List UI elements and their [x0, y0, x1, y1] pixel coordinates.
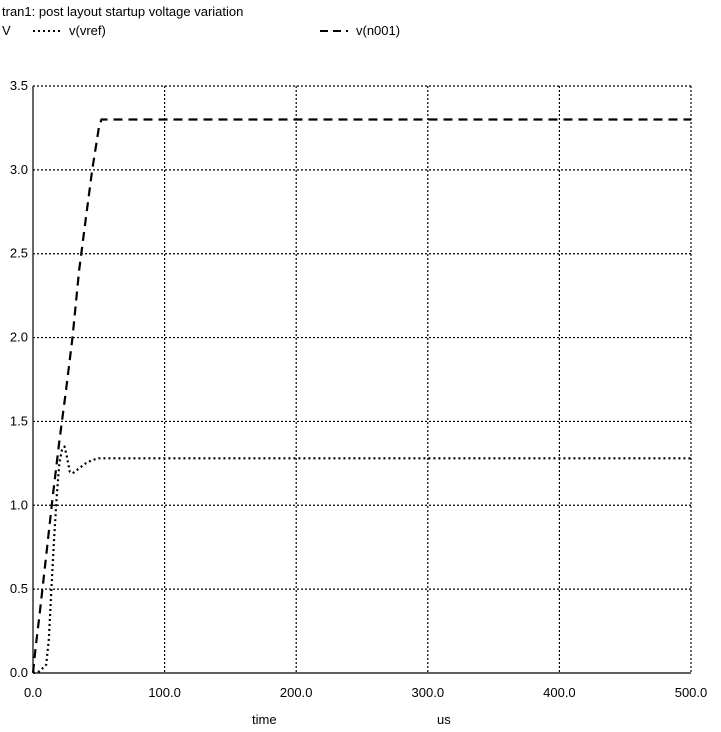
y-tick-label: 1.0 [10, 497, 28, 512]
y-tick-label: 3.5 [10, 78, 28, 93]
series-line-v-n001- [31, 118, 691, 674]
x-tick-label: 400.0 [543, 685, 576, 700]
x-tick-label: 100.0 [148, 685, 181, 700]
y-tick-label: 2.0 [10, 330, 28, 345]
x-axis-label: time [252, 712, 277, 727]
chart-title: tran1: post layout startup voltage varia… [2, 4, 244, 19]
series-line-v-vref- [32, 445, 691, 675]
x-tick-label: 200.0 [280, 685, 313, 700]
y-tick-label: 0.5 [10, 581, 28, 596]
x-tick-label: 0.0 [24, 685, 42, 700]
y-axis-unit: V [2, 23, 11, 38]
x-tick-label: 300.0 [412, 685, 445, 700]
y-tick-label: 3.0 [10, 162, 28, 177]
legend-item-vref: v(vref) [33, 23, 106, 38]
y-tick-label: 1.5 [10, 413, 28, 428]
legend-label-vref: v(vref) [69, 23, 106, 38]
x-axis-unit: us [437, 712, 451, 727]
legend-dashed-line-icon [320, 29, 348, 32]
legend-item-n001: v(n001) [320, 23, 400, 38]
legend-label-n001: v(n001) [356, 23, 401, 38]
y-tick-label: 0.0 [10, 665, 28, 680]
y-tick-label: 2.5 [10, 246, 28, 261]
x-tick-label: 500.0 [675, 685, 708, 700]
